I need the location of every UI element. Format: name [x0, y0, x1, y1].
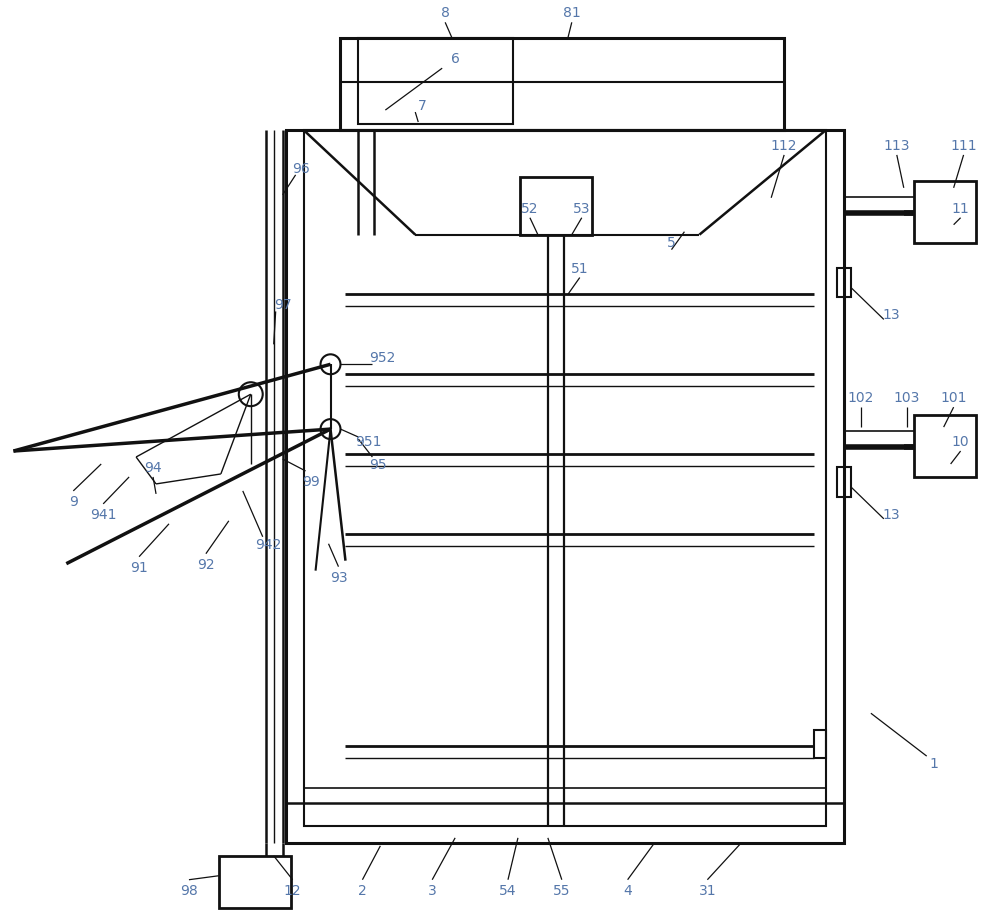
Text: 951: 951 — [355, 435, 382, 448]
Text: 13: 13 — [882, 507, 900, 521]
Text: 8: 8 — [441, 6, 450, 20]
Text: 6: 6 — [451, 52, 460, 66]
Text: 7: 7 — [418, 99, 427, 113]
Text: 2: 2 — [358, 883, 367, 897]
Text: 12: 12 — [284, 883, 301, 897]
Bar — [837, 468, 851, 497]
Text: 81: 81 — [563, 6, 581, 20]
Text: 91: 91 — [130, 560, 148, 574]
Text: 102: 102 — [848, 391, 874, 404]
Text: 112: 112 — [771, 139, 797, 153]
Bar — [340, 40, 784, 130]
Text: 9: 9 — [69, 494, 78, 508]
Text: 52: 52 — [521, 201, 539, 216]
Text: 94: 94 — [144, 460, 162, 474]
Bar — [219, 856, 291, 908]
Text: 5: 5 — [667, 235, 676, 249]
Text: 101: 101 — [940, 391, 967, 404]
Text: 4: 4 — [623, 883, 632, 897]
Text: 54: 54 — [499, 883, 517, 897]
Text: 97: 97 — [274, 298, 291, 312]
Text: 103: 103 — [894, 391, 920, 404]
Bar — [914, 182, 976, 244]
Bar — [914, 415, 976, 478]
Bar — [304, 130, 826, 826]
Bar — [286, 130, 844, 843]
Text: 55: 55 — [553, 883, 571, 897]
Bar — [814, 731, 826, 758]
Text: 11: 11 — [952, 201, 969, 216]
Text: 941: 941 — [90, 507, 116, 521]
Text: 13: 13 — [882, 308, 900, 322]
Text: 98: 98 — [180, 883, 198, 897]
Text: 95: 95 — [370, 458, 387, 471]
Text: 113: 113 — [884, 139, 910, 153]
Text: 942: 942 — [256, 538, 282, 551]
Text: 1: 1 — [929, 756, 938, 770]
Text: 96: 96 — [292, 162, 309, 176]
Bar — [358, 40, 513, 125]
Bar — [837, 268, 851, 298]
Text: 99: 99 — [302, 474, 319, 488]
Text: 93: 93 — [330, 570, 347, 584]
Text: 3: 3 — [428, 883, 437, 897]
Text: 53: 53 — [573, 201, 591, 216]
Text: 92: 92 — [197, 557, 215, 571]
Text: 111: 111 — [950, 139, 977, 153]
Text: 952: 952 — [369, 351, 396, 365]
Text: 10: 10 — [952, 435, 969, 448]
Bar — [520, 177, 592, 235]
Text: 31: 31 — [699, 883, 716, 897]
Text: 51: 51 — [571, 261, 589, 276]
